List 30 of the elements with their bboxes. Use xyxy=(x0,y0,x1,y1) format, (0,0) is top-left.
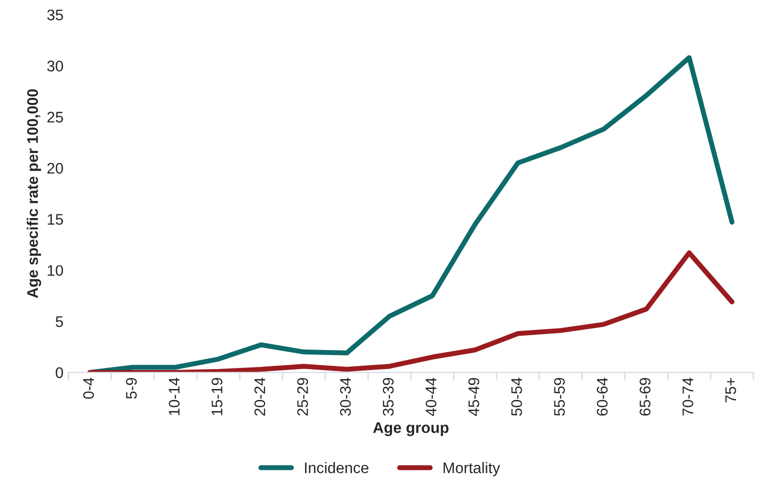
line-series xyxy=(87,55,734,372)
y-tick-label: 10 xyxy=(48,265,64,276)
y-tick-label: 20 xyxy=(47,162,64,174)
y-axis-title: Age specific rate per 100,000 xyxy=(26,89,42,298)
y-tick-label: 5 xyxy=(56,316,63,327)
legend-label: Mortality xyxy=(444,462,500,476)
x-tick-label: 60-64 xyxy=(596,378,608,416)
x-tick-label: 45-49 xyxy=(468,378,480,416)
line-series xyxy=(87,250,734,372)
x-tick-label: 30-34 xyxy=(340,378,351,416)
x-axis-title: Age group xyxy=(373,422,449,436)
x-tick-label: 25-29 xyxy=(297,378,308,416)
y-tick-label: 35 xyxy=(47,10,63,20)
legend-label: Incidence xyxy=(305,462,368,474)
y-tick-label: 0 xyxy=(56,367,64,378)
x-tick-label: 55-59 xyxy=(554,378,565,416)
x-tick-label: 35-39 xyxy=(382,378,394,416)
x-tick-label: 75+ xyxy=(725,378,736,402)
x-tick-label: 10-14 xyxy=(168,378,180,416)
y-tick-label: 30 xyxy=(47,60,64,72)
x-tick-label: 70-74 xyxy=(682,378,694,416)
y-tick-label: 15 xyxy=(48,214,63,225)
x-tick-label: 65-69 xyxy=(640,378,650,416)
x-tick-label: 20-24 xyxy=(254,378,266,416)
x-tick-label: 40-44 xyxy=(426,378,436,416)
x-tick-label: 50-54 xyxy=(511,378,522,416)
y-tick-label: 25 xyxy=(47,112,63,123)
x-tick-label: 0-4 xyxy=(83,378,94,399)
x-tick-label: 15-19 xyxy=(212,378,222,416)
x-tick-label: 5-9 xyxy=(126,378,137,399)
